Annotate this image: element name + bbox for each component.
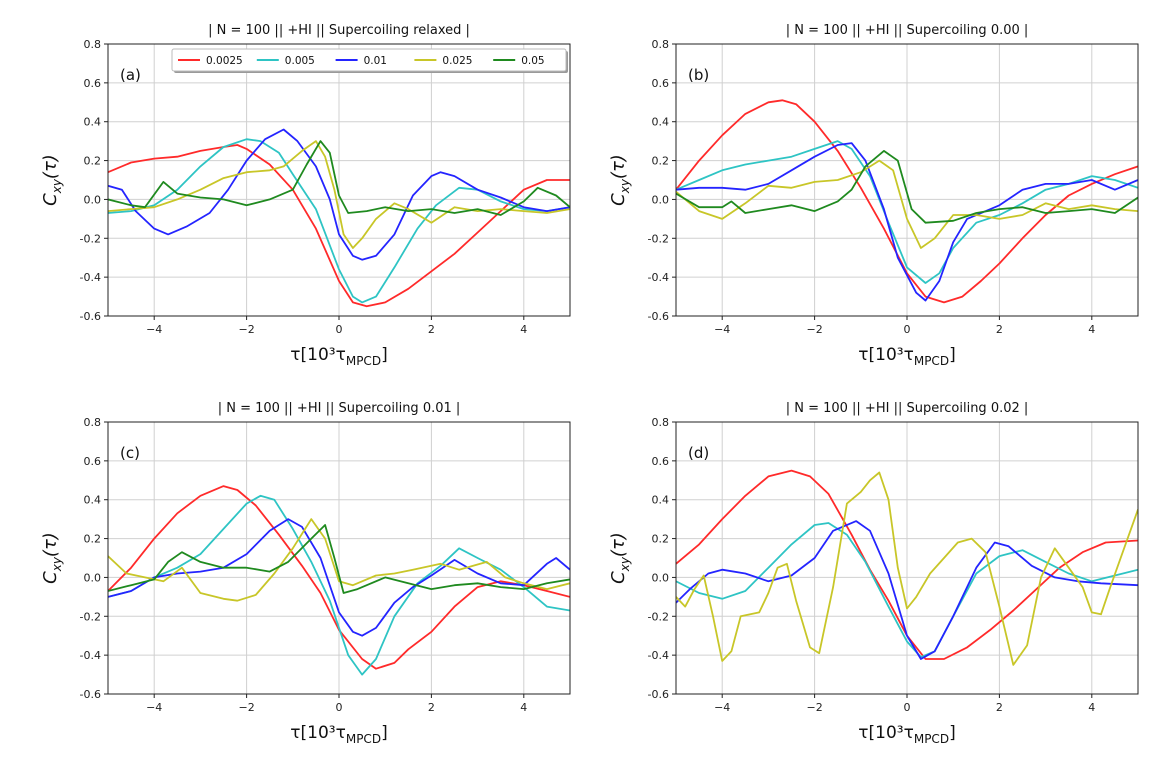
y-tick-label: 0.6 <box>84 455 102 468</box>
y-tick-label: 0.0 <box>652 571 670 584</box>
series-line-0.005 <box>676 522 1138 658</box>
x-tick-label: −2 <box>806 323 822 336</box>
x-tick-label: −4 <box>146 701 162 714</box>
y-tick-label: 0.0 <box>84 571 102 584</box>
y-tick-label: 0.6 <box>652 455 670 468</box>
series-line-0.05 <box>108 140 570 216</box>
y-tick-label: -0.4 <box>648 649 669 662</box>
series-line-0.05 <box>108 524 570 594</box>
y-tick-label: 0.2 <box>652 533 670 546</box>
series-line-0.005 <box>676 140 1138 284</box>
y-tick-label: 0.8 <box>84 38 102 51</box>
y-tick-label: 0.6 <box>652 77 670 90</box>
panel-label: (d) <box>688 444 709 462</box>
y-tick-label: 0.4 <box>84 116 102 129</box>
series-line-0.05 <box>676 150 1138 224</box>
x-tick-label: 0 <box>336 323 343 336</box>
y-tick-label: -0.6 <box>648 688 669 701</box>
x-tick-label: 0 <box>904 701 911 714</box>
y-tick-label: -0.2 <box>80 232 101 245</box>
y-axis-label: Cxy(τ) <box>608 532 632 584</box>
x-tick-label: −4 <box>714 323 730 336</box>
series-line-0.01 <box>108 518 570 637</box>
x-tick-label: 2 <box>996 701 1003 714</box>
y-tick-label: 0.6 <box>84 77 102 90</box>
y-tick-label: -0.2 <box>648 232 669 245</box>
legend-entry: 0.01 <box>364 55 387 67</box>
y-tick-label: 0.8 <box>84 416 102 429</box>
x-tick-label: −2 <box>806 701 822 714</box>
series-line-0.005 <box>108 494 570 676</box>
chart-title: | N = 100 || +HI || Supercoiling 0.01 | <box>218 401 461 416</box>
chart-title: | N = 100 || +HI || Supercoiling relaxed… <box>208 23 470 38</box>
chart-title: | N = 100 || +HI || Supercoiling 0.02 | <box>786 401 1029 416</box>
series-line-0.025 <box>676 159 1138 249</box>
panel-label: (a) <box>120 66 141 84</box>
legend-entry: 0.005 <box>285 55 315 67</box>
series-line-0.0025 <box>108 144 570 308</box>
y-axis-label: Cxy(τ) <box>608 154 632 206</box>
x-tick-label: 4 <box>520 701 527 714</box>
y-tick-label: -0.2 <box>648 610 669 623</box>
x-tick-label: 2 <box>996 323 1003 336</box>
panel-label: (c) <box>120 444 140 462</box>
series-line-0.025 <box>676 471 1138 666</box>
x-tick-label: 0 <box>336 701 343 714</box>
y-tick-label: 0.2 <box>652 155 670 168</box>
y-tick-label: 0.0 <box>652 193 670 206</box>
x-tick-label: −2 <box>238 323 254 336</box>
x-tick-label: −4 <box>714 701 730 714</box>
y-tick-label: -0.6 <box>648 310 669 323</box>
y-tick-label: -0.4 <box>648 271 669 284</box>
legend: 0.0025 0.005 0.01 0.025 0.05 <box>171 48 568 73</box>
x-tick-label: −2 <box>238 701 254 714</box>
y-tick-label: -0.2 <box>80 610 101 623</box>
x-tick-label: 0 <box>904 323 911 336</box>
series-line-0.025 <box>108 518 570 602</box>
x-tick-label: 4 <box>1088 323 1095 336</box>
y-tick-label: 0.2 <box>84 533 102 546</box>
y-tick-label: 0.8 <box>652 38 670 51</box>
chart-panel-3: −4 −2 0 2 4 -0.6 -0.4 -0.2 0.0 0.2 0.4 0.6 0.8 | N = … <box>40 401 571 746</box>
y-tick-label: -0.4 <box>80 271 101 284</box>
y-axis-label: Cxy(τ) <box>40 532 64 584</box>
y-tick-label: 0.4 <box>652 494 670 507</box>
x-axis-label: τ[10³τMPCD] <box>858 345 955 368</box>
x-tick-label: 4 <box>520 323 527 336</box>
y-tick-label: 0.4 <box>84 494 102 507</box>
chart-panel-4: −4 −2 0 2 4 -0.6 -0.4 -0.2 0.0 0.2 0.4 0.6 0.8 | N = … <box>608 401 1139 746</box>
x-axis-label: τ[10³τMPCD] <box>290 723 387 746</box>
series-line-0.01 <box>108 128 570 261</box>
x-tick-label: −4 <box>146 323 162 336</box>
y-tick-label: -0.4 <box>80 649 101 662</box>
chart-panel-1: −4 −2 0 2 4 -0.6 -0.4 -0.2 0.0 0.2 0.4 0.6 0.8 | N = … <box>40 23 571 368</box>
panel-label: (b) <box>688 66 709 84</box>
legend-entry: 0.0025 <box>206 55 243 67</box>
legend-box <box>171 48 567 72</box>
series-line-0.01 <box>676 142 1138 302</box>
y-tick-label: 0.4 <box>652 116 670 129</box>
x-tick-label: 2 <box>428 323 435 336</box>
x-axis-label: τ[10³τMPCD] <box>290 345 387 368</box>
series-line-0.0025 <box>676 469 1138 660</box>
y-tick-label: 0.8 <box>652 416 670 429</box>
x-tick-label: 4 <box>1088 701 1095 714</box>
series-line-0.01 <box>676 520 1138 660</box>
legend-entry: 0.05 <box>521 55 544 67</box>
chart-title: | N = 100 || +HI || Supercoiling 0.00 | <box>786 23 1029 38</box>
legend-entry: 0.025 <box>442 55 472 67</box>
chart-panel-2: −4 −2 0 2 4 -0.6 -0.4 -0.2 0.0 0.2 0.4 0.6 0.8 | N = … <box>608 23 1139 368</box>
y-tick-label: 0.0 <box>84 193 102 206</box>
y-tick-label: 0.2 <box>84 155 102 168</box>
y-axis-label: Cxy(τ) <box>40 154 64 206</box>
x-axis-label: τ[10³τMPCD] <box>858 723 955 746</box>
x-tick-label: 2 <box>428 701 435 714</box>
y-tick-label: -0.6 <box>80 310 101 323</box>
y-tick-label: -0.6 <box>80 688 101 701</box>
